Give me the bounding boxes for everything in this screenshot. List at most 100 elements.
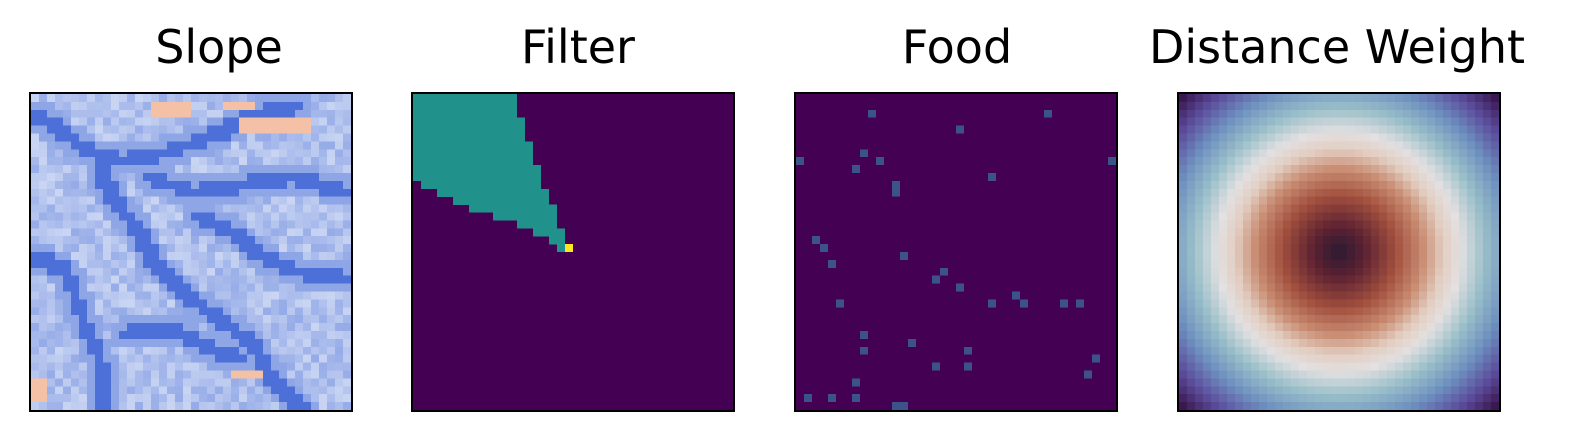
slope-cell bbox=[335, 402, 344, 410]
distance-weight-cell bbox=[1307, 338, 1316, 347]
distance-weight-cell bbox=[1451, 291, 1460, 300]
slope-cell bbox=[239, 299, 248, 308]
distance-weight-cell bbox=[1411, 101, 1420, 110]
slope-cell bbox=[255, 94, 264, 103]
slope-cell bbox=[87, 346, 96, 355]
slope-cell bbox=[215, 252, 224, 261]
slope-cell bbox=[127, 331, 136, 340]
slope-cell bbox=[143, 291, 152, 300]
slope-cell bbox=[279, 370, 288, 379]
distance-weight-cell bbox=[1195, 196, 1204, 205]
slope-cell bbox=[303, 259, 312, 268]
distance-weight-cell bbox=[1179, 180, 1188, 189]
distance-weight-cell bbox=[1307, 94, 1316, 103]
food-cell bbox=[932, 275, 940, 284]
distance-weight-cell bbox=[1235, 109, 1244, 118]
slope-cell bbox=[55, 338, 64, 347]
distance-weight-cell bbox=[1291, 354, 1300, 363]
slope-cell bbox=[215, 125, 224, 134]
distance-weight-cell bbox=[1387, 252, 1396, 261]
distance-weight-cell bbox=[1403, 165, 1412, 174]
slope-cell bbox=[271, 386, 280, 395]
slope-cell bbox=[31, 402, 40, 410]
slope-cell bbox=[95, 94, 104, 103]
distance-weight-cell bbox=[1195, 331, 1204, 340]
distance-weight-cell bbox=[1331, 323, 1340, 332]
distance-weight-cell bbox=[1203, 157, 1212, 166]
distance-weight-cell bbox=[1355, 204, 1364, 213]
distance-weight-cell bbox=[1419, 149, 1428, 158]
distance-weight-cell bbox=[1243, 220, 1252, 229]
distance-weight-cell bbox=[1179, 323, 1188, 332]
slope-cell bbox=[327, 228, 336, 237]
distance-weight-cell bbox=[1491, 204, 1499, 213]
distance-weight-cell bbox=[1355, 165, 1364, 174]
slope-cell bbox=[135, 149, 144, 158]
slope-cell bbox=[255, 394, 264, 403]
distance-weight-cell bbox=[1427, 244, 1436, 253]
slope-cell bbox=[247, 212, 256, 221]
slope-cell bbox=[135, 204, 144, 213]
slope-cell bbox=[127, 165, 136, 174]
slope-cell bbox=[263, 338, 272, 347]
distance-weight-cell bbox=[1251, 291, 1260, 300]
distance-weight-cell bbox=[1187, 291, 1196, 300]
slope-cell bbox=[343, 204, 351, 213]
distance-weight-cell bbox=[1459, 267, 1468, 276]
distance-weight-cell bbox=[1443, 307, 1452, 316]
filter-region-row bbox=[413, 117, 525, 126]
slope-cell bbox=[279, 378, 288, 387]
distance-weight-cell bbox=[1379, 220, 1388, 229]
slope-cell bbox=[87, 323, 96, 332]
slope-cell bbox=[111, 188, 120, 197]
distance-weight-cell bbox=[1187, 267, 1196, 276]
slope-cell bbox=[335, 259, 344, 268]
slope-cell bbox=[119, 228, 128, 237]
slope-cell bbox=[215, 283, 224, 292]
distance-weight-cell bbox=[1443, 236, 1452, 245]
distance-weight-cell bbox=[1267, 323, 1276, 332]
distance-weight-cell bbox=[1339, 386, 1348, 395]
distance-weight-cell bbox=[1395, 362, 1404, 371]
slope-cell bbox=[159, 133, 168, 142]
distance-weight-cell bbox=[1275, 220, 1284, 229]
slope-cell bbox=[119, 109, 128, 118]
distance-weight-cell bbox=[1283, 394, 1292, 403]
slope-cell bbox=[327, 101, 336, 110]
distance-weight-cell bbox=[1491, 346, 1499, 355]
slope-cell bbox=[103, 323, 112, 332]
distance-weight-cell bbox=[1315, 275, 1324, 284]
distance-weight-cell bbox=[1443, 212, 1452, 221]
distance-weight-cell bbox=[1475, 236, 1484, 245]
slope-cell bbox=[143, 212, 152, 221]
slope-cell bbox=[335, 117, 344, 126]
slope-cell bbox=[255, 212, 264, 221]
slope-cell bbox=[327, 386, 336, 395]
slope-cell bbox=[167, 323, 176, 332]
slope-cell bbox=[207, 346, 216, 355]
slope-cell bbox=[183, 275, 192, 284]
distance-weight-cell bbox=[1291, 141, 1300, 150]
slope-cell bbox=[303, 196, 312, 205]
slope-cell bbox=[223, 362, 232, 371]
distance-weight-cell bbox=[1307, 307, 1316, 316]
distance-weight-cell bbox=[1315, 346, 1324, 355]
slope-cell bbox=[135, 331, 144, 340]
slope-cell bbox=[335, 346, 344, 355]
distance-weight-cell bbox=[1379, 299, 1388, 308]
slope-cell bbox=[159, 101, 168, 110]
distance-weight-cell bbox=[1227, 141, 1236, 150]
distance-weight-cell bbox=[1347, 212, 1356, 221]
distance-weight-cell bbox=[1355, 283, 1364, 292]
slope-cell bbox=[135, 259, 144, 268]
distance-weight-cell bbox=[1411, 378, 1420, 387]
slope-cell bbox=[79, 117, 88, 126]
distance-weight-cell bbox=[1299, 109, 1308, 118]
slope-cell bbox=[279, 307, 288, 316]
distance-weight-cell bbox=[1211, 149, 1220, 158]
distance-weight-cell bbox=[1427, 283, 1436, 292]
distance-weight-cell bbox=[1323, 394, 1332, 403]
slope-cell bbox=[295, 291, 304, 300]
slope-cell bbox=[279, 252, 288, 261]
distance-weight-cell bbox=[1371, 133, 1380, 142]
